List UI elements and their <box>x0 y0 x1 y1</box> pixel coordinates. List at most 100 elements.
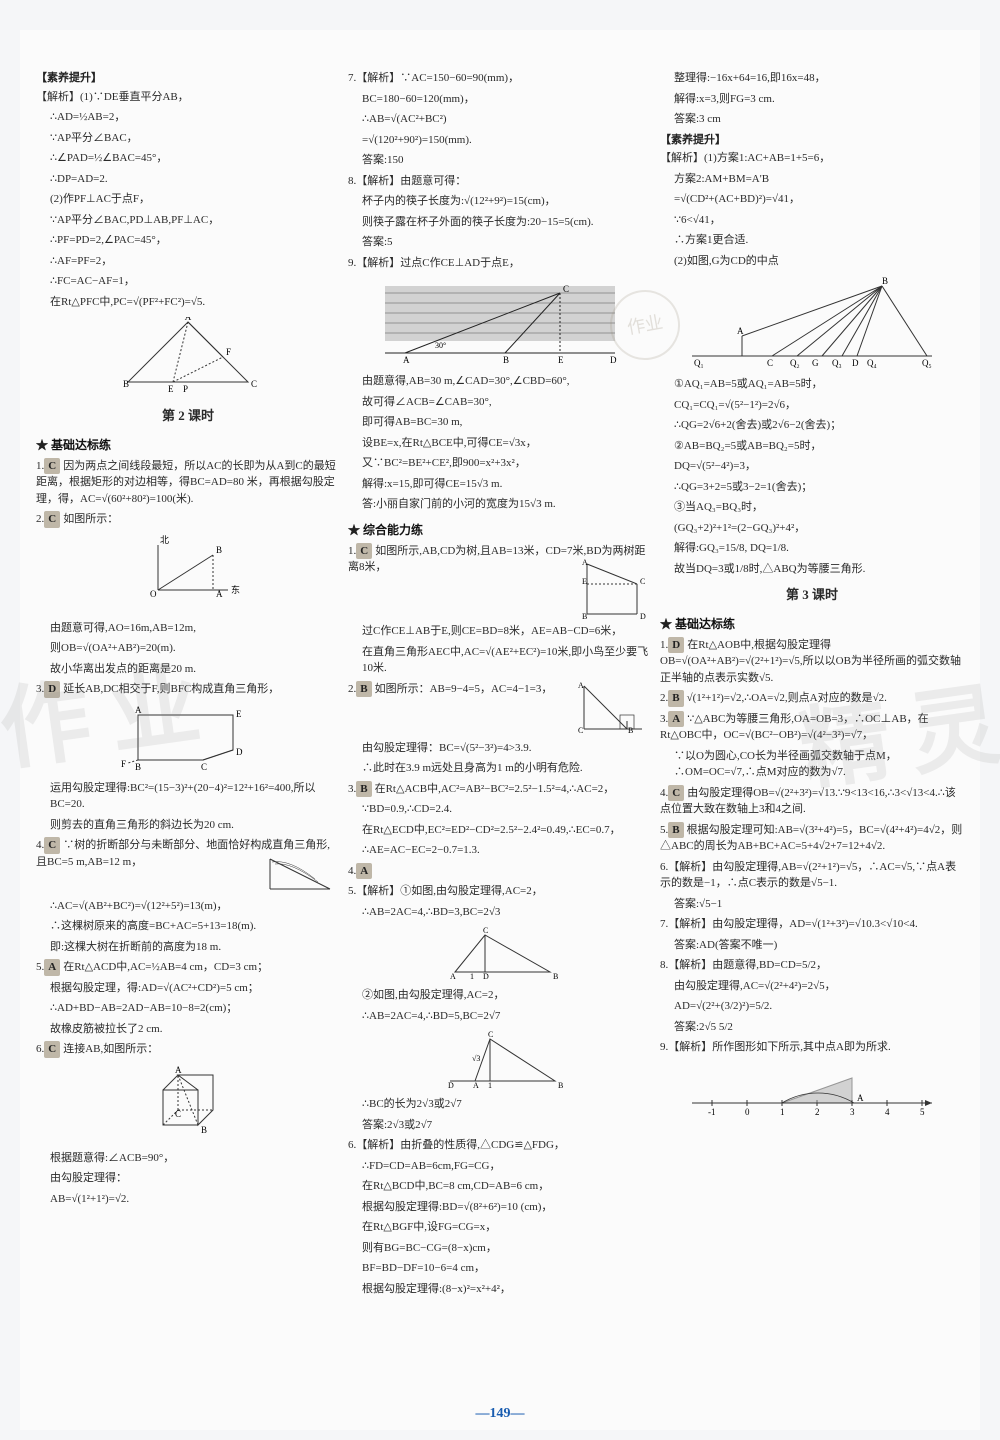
svg-text:A: A <box>403 355 410 365</box>
svg-text:A: A <box>450 972 456 981</box>
text: 即:这棵大树在折断前的高度为18 m. <box>36 939 340 956</box>
text: 则筷子露在杯子外面的筷子长度为:20−15=5(cm). <box>348 214 652 231</box>
text: 6.【解析】由折叠的性质得,△CDG≌△FDG， <box>348 1137 652 1154</box>
svg-text:-1: -1 <box>708 1107 716 1117</box>
figure-triangle: A B C E P F <box>36 317 340 397</box>
text: ∴FD=CD=AB=6cm,FG=CG， <box>348 1158 652 1175</box>
svg-text:D: D <box>852 358 859 368</box>
text: 由勾股定理得： <box>36 1170 340 1187</box>
svg-text:C: C <box>640 577 645 586</box>
question: 5.B根据勾股定理可知:AB=√(3²+4²)=5，BC=√(4²+4²)=4√… <box>660 822 964 855</box>
text: ②AB=BQ₂=5或AB=BQ₂=5时， <box>660 438 964 455</box>
text: 连接AB,如图所示： <box>63 1043 158 1055</box>
lesson-title: 第 2 课时 <box>36 406 340 426</box>
text: ∴AB=2AC=4,∴BD=5,BC=2√7 <box>348 1008 652 1025</box>
text: 在Rt△PFC中,PC=√(PF²+FC²)=√5. <box>36 294 340 311</box>
figure-fan: B A Q₁ C Q₂ G Q₃ D Q₄ Q₅ <box>660 276 964 371</box>
answer-box: C <box>44 511 60 528</box>
text: 根据勾股定理得:BD=√(8²+6²)=10 (cm)， <box>348 1199 652 1216</box>
svg-text:A: A <box>857 1093 864 1103</box>
text: 6.【解析】由勾股定理得,AB=√(2²+1²)=√5，∴AC=√5,∵点A表示… <box>660 859 964 892</box>
text: √(1²+1²)=√2,∴OA=√2,则点A对应的数是√2. <box>687 692 887 704</box>
svg-text:B: B <box>882 276 888 286</box>
text: 答案:2√3或2√7 <box>348 1117 652 1134</box>
svg-text:O: O <box>150 589 157 599</box>
answer-box: D <box>44 681 60 698</box>
svg-text:A: A <box>185 317 192 322</box>
svg-text:E: E <box>582 577 587 586</box>
svg-text:A: A <box>175 1065 182 1075</box>
text: AD=√(2²+(3/2)²)=5/2. <box>660 998 964 1015</box>
text: AB=√(1²+1²)=√2. <box>36 1191 340 1208</box>
answer-box: C <box>44 837 60 854</box>
svg-text:E: E <box>168 384 174 394</box>
text: 则OB=√(OA²+AB²)=20(m). <box>36 640 340 657</box>
text: 9.【解析】过点C作CE⊥AD于点E， <box>348 255 652 272</box>
answer-box: C <box>44 458 60 475</box>
figure-tri1: A C B D 1 <box>348 927 652 982</box>
text: ③当AQ₃=BQ₃时， <box>660 499 964 516</box>
text: ∴这棵树原来的高度=BC+AC=5+13=18(m). <box>36 918 340 935</box>
svg-text:C: C <box>175 1109 181 1119</box>
svg-text:北: 北 <box>160 535 169 545</box>
text: 8.【解析】由题意得,BD=CD=5/2， <box>660 957 964 974</box>
text: 答案:2√5 5/2 <box>660 1019 964 1036</box>
svg-text:G: G <box>812 358 819 368</box>
text: 根据勾股定理得:(8−x)²=x²+4²， <box>348 1281 652 1298</box>
svg-text:C: C <box>563 284 569 294</box>
svg-text:F: F <box>121 759 126 769</box>
svg-text:B: B <box>201 1125 207 1135</box>
text: ∴AC=√(AB²+BC²)=√(12²+5²)=13(m)， <box>36 898 340 915</box>
text: (2)如图,G为CD的中点 <box>660 253 964 270</box>
text: 由题意得,AB=30 m,∠CAD=30°,∠CBD=60°, <box>348 373 652 390</box>
column-1: 【素养提升】 【解析】(1)∵DE垂直平分AB， ∴AD=½AB=2， ∵AP平… <box>36 70 340 1410</box>
svg-text:4: 4 <box>885 1107 890 1117</box>
text: 【解析】(1)∵DE垂直平分AB， <box>36 89 340 106</box>
question: 4.A <box>348 863 652 880</box>
text: 在Rt△BCD中,BC=8 cm,CD=AB=6 cm， <box>348 1178 652 1195</box>
svg-text:F: F <box>226 347 231 357</box>
text: 答案:150 <box>348 152 652 169</box>
answer-box: B <box>356 681 371 698</box>
text: CQ₁=CQ₁=√(5²−1²)=2√6， <box>660 397 964 414</box>
figure-rect: A E B F C D <box>36 705 340 775</box>
text: 答案:5 <box>348 234 652 251</box>
question-6: 6.C连接AB,如图所示： <box>36 1041 340 1058</box>
text: 根据勾股定理可知:AB=√(3²+4²)=5，BC=√(4²+4²)=4√2，则… <box>660 824 962 853</box>
section-head: 【素养提升】 <box>660 132 964 149</box>
svg-text:1: 1 <box>470 972 474 981</box>
svg-text:D: D <box>610 355 617 365</box>
figure-cube: A B C <box>36 1065 340 1145</box>
question-3: 3.D延长AB,DC相交于F,则BFC构成直角三角形， <box>36 681 340 698</box>
text: 9.【解析】所作图形如下所示,其中点A即为所求. <box>660 1039 964 1056</box>
text: 又∵BC²=BE²+CE²,即900=x²+3x²， <box>348 455 652 472</box>
page-number: —149— <box>476 1403 525 1424</box>
svg-text:Q₅: Q₅ <box>922 358 932 368</box>
svg-text:2: 2 <box>815 1107 820 1117</box>
svg-text:√3: √3 <box>472 1054 480 1063</box>
text: ∴AD=½AB=2， <box>36 109 340 126</box>
text: ∴AB=√(AC²+BC²) <box>348 111 652 128</box>
svg-text:P: P <box>183 384 188 394</box>
text: ∴BC的长为2√3或2√7 <box>348 1096 652 1113</box>
question-1: 1.C因为两点之间线段最短，所以AC的长即为从A到C的最短距离，根据矩形的对边相… <box>36 458 340 508</box>
text: ∵AP平分∠BAC， <box>36 130 340 147</box>
column-2: 7.【解析】∵AC=150−60=90(mm)， BC=180−60=120(m… <box>348 70 652 1410</box>
text: 因为两点之间线段最短，所以AC的长即为从A到C的最短距离，根据矩形的对边相等，得… <box>36 460 336 505</box>
text: ∴此时在3.9 m远处且身高为1 m的小明有危险. <box>348 760 652 777</box>
svg-text:1: 1 <box>488 1081 492 1090</box>
svg-text:C: C <box>201 762 207 772</box>
text: ∴FC=AC−AF=1， <box>36 273 340 290</box>
question-5: 5.A在Rt△ACD中,AC=½AB=4 cm，CD=3 cm； <box>36 959 340 976</box>
text: 故橡皮筋被拉长了2 cm. <box>36 1021 340 1038</box>
text: BC=180−60=120(mm)， <box>348 91 652 108</box>
text: 故小华离出发点的距离是20 m. <box>36 661 340 678</box>
text: 【解析】(1)方案1:AC+AB=1+5=6， <box>660 150 964 167</box>
text: 杯子内的筷子长度为:√(12²+9²)=15(cm)， <box>348 193 652 210</box>
question-2: 2.C如图所示： <box>36 511 340 528</box>
question: 4.C由勾股定理得OB=√(2²+3²)=√13.∵9<13<16,∴3<√13… <box>660 785 964 818</box>
svg-text:B: B <box>216 545 222 555</box>
figure-numberline: -1 0 1 3 2 4 5 A <box>660 1063 964 1118</box>
text: ∴AB=2AC=4,∴BD=3,BC=2√3 <box>348 904 652 921</box>
svg-text:30°: 30° <box>435 341 446 350</box>
